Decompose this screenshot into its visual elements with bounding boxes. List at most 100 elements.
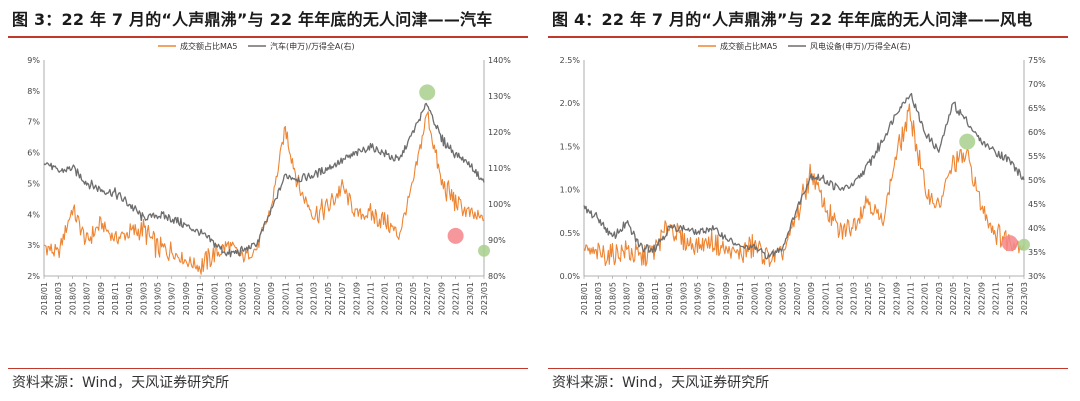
x-tick-label: 2021/07 [878,282,887,315]
right-tick-label: 120% [488,128,511,137]
x-tick-label: 2022/09 [437,282,446,315]
right-tick-label: 30% [1028,272,1046,281]
highlight-high-marker [959,133,976,150]
x-tick-label: 2018/11 [651,282,660,315]
right-tick-label: 65% [1028,104,1046,113]
x-tick-label: 2020/09 [807,282,816,315]
right-tick-label: 70% [1028,80,1046,89]
title-rule [8,36,528,38]
x-tick-label: 2019/05 [154,282,163,315]
left-tick-label: 0.0% [560,272,581,281]
left-tick-label: 8% [27,87,40,96]
x-tick-label: 2019/11 [196,282,205,315]
right-tick-label: 80% [488,272,506,281]
x-tick-label: 2022/01 [381,282,390,315]
highlight-low-left-marker [447,227,464,244]
x-tick-label: 2022/09 [977,282,986,315]
series-line-turnover-ratio [583,103,1025,268]
x-tick-label: 2018/07 [623,282,632,315]
x-tick-label: 2020/07 [253,282,262,315]
x-tick-label: 2019/03 [679,282,688,315]
x-tick-label: 2022/11 [452,282,461,315]
right-tick-label: 45% [1028,200,1046,209]
x-tick-label: 2018/03 [54,282,63,315]
x-tick-label: 2021/01 [835,282,844,315]
x-tick-label: 2022/11 [992,282,1001,315]
panel-wind-power: 图 4：22 年 7 月的“人声鼎沸”与 22 年年底的无人问津——风电 成交额… [548,0,1068,401]
x-tick-label: 2019/01 [125,282,134,315]
x-tick-label: 2020/11 [821,282,830,315]
x-tick-label: 2021/03 [310,282,319,315]
x-tick-label: 2023/03 [480,282,489,315]
highlight-low-right-marker [478,244,490,257]
left-tick-label: 6% [27,149,40,158]
legend: 成交额占比MA5 风电设备(申万)/万得全A(右) [698,41,911,51]
x-tick-label: 2018/05 [68,282,77,315]
x-tick-label: 2018/09 [637,282,646,315]
x-tick-label: 2022/05 [949,282,958,315]
right-tick-label: 35% [1028,248,1046,257]
right-tick-label: 55% [1028,152,1046,161]
x-tick-label: 2021/05 [324,282,333,315]
x-tick-label: 2021/11 [906,282,915,315]
left-tick-label: 3% [27,241,40,250]
series-line-relative-index [43,102,485,258]
x-tick-label: 2021/11 [366,282,375,315]
left-tick-label: 1.5% [560,142,581,151]
x-tick-label: 2018/07 [83,282,92,315]
figure-title: 图 4：22 年 7 月的“人声鼎沸”与 22 年年底的无人问津——风电 [552,10,1033,29]
legend-label-left: 成交额占比MA5 [720,41,777,51]
x-tick-label: 2018/05 [608,282,617,315]
x-tick-label: 2020/05 [779,282,788,315]
x-tick-label: 2018/09 [97,282,106,315]
x-tick-label: 2021/07 [338,282,347,315]
auto-chart: 成交额占比MA5 汽车(申万)/万得全A(右) 2% 3% 4% 5% 6% 7% 8% 9% 80… [27,41,511,315]
x-tick-label: 2018/03 [594,282,603,315]
x-tick-label: 2022/07 [963,282,972,315]
right-tick-label: 110% [488,164,511,173]
panel-auto: 图 3：22 年 7 月的“人声鼎沸”与 22 年年底的无人问津——汽车 成交额… [8,0,528,401]
x-tick-label: 2019/03 [139,282,148,315]
source-rule [8,368,528,369]
legend-label-right: 汽车(申万)/万得全A(右) [270,41,355,51]
left-tick-label: 4% [27,210,40,219]
highlight-high-marker [419,84,436,101]
x-tick-label: 2022/03 [395,282,404,315]
right-tick-label: 60% [1028,128,1046,137]
x-tick-label: 2023/01 [1006,282,1015,315]
x-tick-label: 2021/05 [864,282,873,315]
x-tick-label: 2020/11 [281,282,290,315]
right-tick-label: 75% [1028,56,1046,65]
x-tick-label: 2019/01 [665,282,674,315]
x-tick-label: 2021/09 [352,282,361,315]
x-tick-label: 2022/05 [409,282,418,315]
x-tick-label: 2019/11 [736,282,745,315]
x-tick-label: 2022/01 [921,282,930,315]
left-tick-label: 2% [27,272,40,281]
left-tick-label: 7% [27,118,40,127]
right-tick-label: 90% [488,236,506,245]
highlight-low-right-marker [1018,238,1030,251]
legend-label-right: 风电设备(申万)/万得全A(右) [810,41,911,51]
left-tick-label: 2.0% [560,99,581,108]
x-tick-label: 2019/09 [722,282,731,315]
title-rule [548,36,1068,38]
x-tick-label: 2018/01 [580,282,589,315]
x-tick-label: 2021/03 [850,282,859,315]
x-tick-label: 2020/09 [267,282,276,315]
right-tick-label: 140% [488,56,511,65]
x-tick-label: 2023/01 [466,282,475,315]
x-tick-label: 2019/07 [168,282,177,315]
x-tick-label: 2020/05 [239,282,248,315]
series-line-relative-index [583,92,1025,260]
right-tick-label: 100% [488,200,511,209]
left-tick-label: 2.5% [560,56,581,65]
legend: 成交额占比MA5 汽车(申万)/万得全A(右) [158,41,355,51]
wind-power-chart: 成交额占比MA5 风电设备(申万)/万得全A(右) 0.0% 0.5% 1.0% 1.5%… [560,41,1047,315]
x-tick-label: 2019/07 [708,282,717,315]
x-tick-label: 2020/01 [210,282,219,315]
figure-title: 图 3：22 年 7 月的“人声鼎沸”与 22 年年底的无人问津——汽车 [12,10,493,29]
source-note: 资料来源：Wind，天风证券研究所 [12,375,230,391]
source-note: 资料来源：Wind，天风证券研究所 [552,375,770,391]
x-tick-label: 2020/03 [225,282,234,315]
